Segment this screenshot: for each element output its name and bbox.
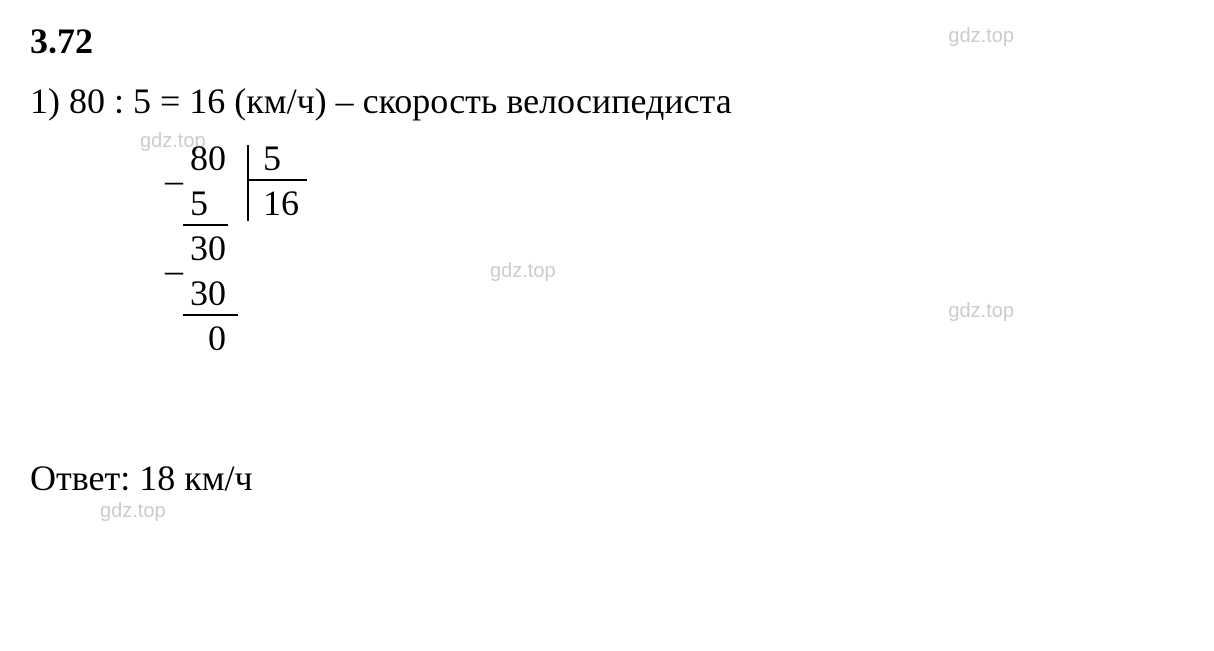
step-1-number: 1) <box>30 81 60 121</box>
answer-label: Ответ: <box>30 458 130 498</box>
minus-1: – <box>165 159 183 201</box>
step-1-expression: 80 : 5 = 16 (км/ч) – скорость велосипеди… <box>69 81 732 121</box>
partial-2: 30 <box>190 272 226 314</box>
remainder-1: 30 <box>190 227 226 269</box>
minus-2: – <box>165 249 183 291</box>
step-1-line: 1) 80 : 5 = 16 (км/ч) – скорость велосип… <box>30 80 1184 122</box>
hline-2 <box>183 314 238 316</box>
watermark-top-right: gdz.top <box>948 25 1014 48</box>
divisor-hline <box>247 179 307 181</box>
remainder-2: 0 <box>208 317 226 359</box>
answer-value: 18 км/ч <box>139 458 252 498</box>
answer-line: Ответ: 18 км/ч <box>30 457 1184 499</box>
hline-1 <box>183 224 228 226</box>
watermark-5: gdz.top <box>100 500 166 523</box>
dividend: 80 <box>190 137 226 179</box>
watermark-4: gdz.top <box>948 300 1014 323</box>
watermark-3: gdz.top <box>490 260 556 283</box>
partial-1: 5 <box>190 182 208 224</box>
long-division: – 80 5 16 5 – 30 30 0 <box>165 137 1184 427</box>
division-vline <box>247 145 249 221</box>
divisor: 5 <box>263 137 281 179</box>
quotient: 16 <box>263 182 299 224</box>
